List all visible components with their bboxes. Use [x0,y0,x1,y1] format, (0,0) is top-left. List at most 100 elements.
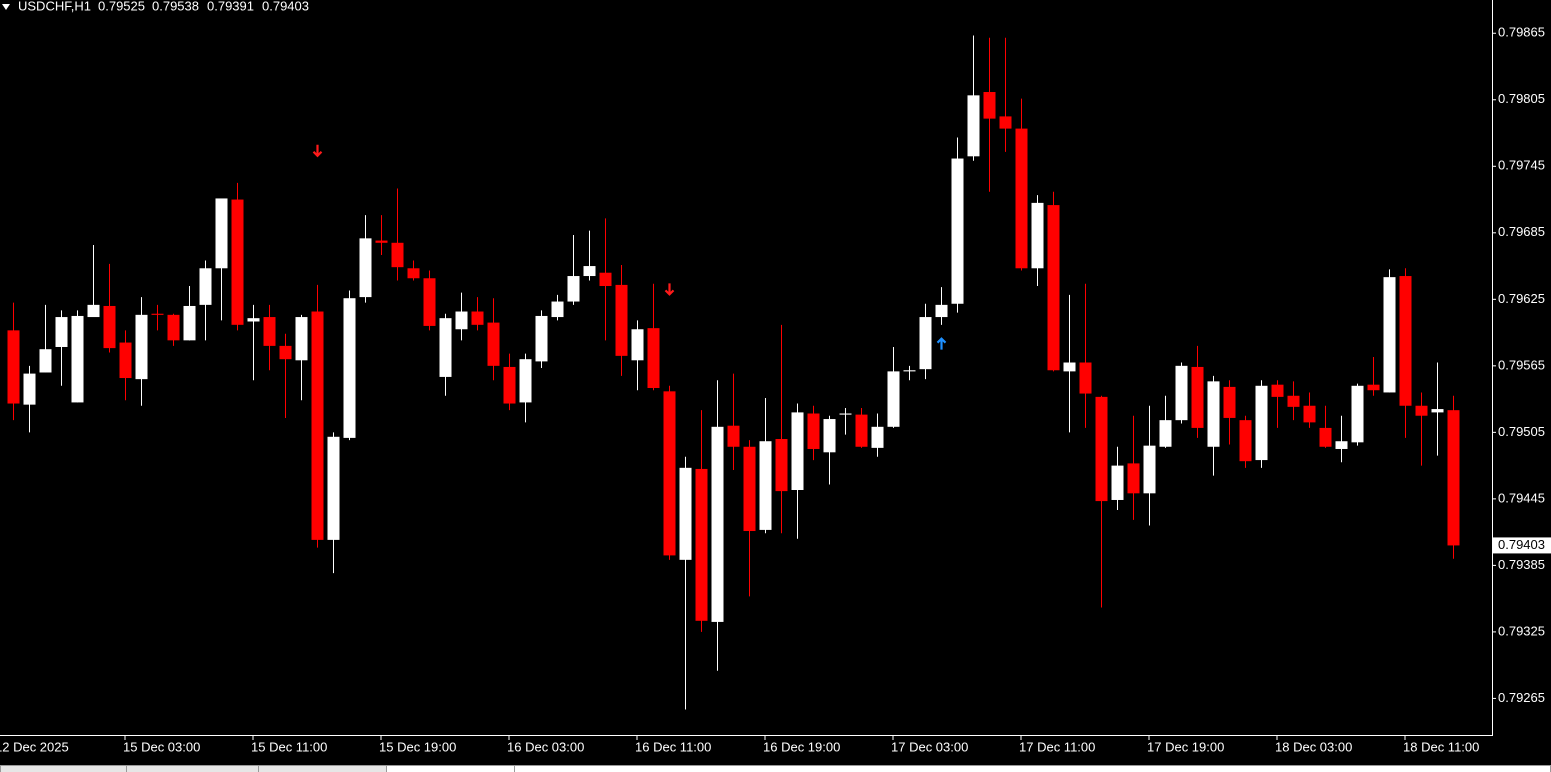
x-tick-label: 18 Dec 03:00 [1275,739,1352,754]
candle-body [391,242,404,268]
candle-body [39,349,52,373]
candle-body [1079,362,1092,394]
candle-body [935,304,948,318]
candle-body [743,446,756,532]
bottom-tabs [0,765,1551,772]
candle-body [951,158,964,304]
candle-body [855,414,868,447]
candle-body [1271,384,1284,397]
candle-body [7,330,20,404]
candle-body [1255,385,1268,461]
candle-body [1415,405,1428,416]
candle-body [1431,409,1444,413]
candle-body [1319,427,1332,447]
y-tick-label: 0.79565 [1498,357,1545,372]
x-tick-label: 12 Dec 2025 [0,739,69,754]
candle-body [775,439,788,492]
y-tick-label: 0.79505 [1498,424,1545,439]
ohlc-open: 0.79525 [98,0,145,13]
candle-body [247,318,260,322]
x-tick-label: 17 Dec 03:00 [891,739,968,754]
candle-body [1031,202,1044,269]
y-tick-label: 0.79325 [1498,623,1545,638]
candle-body [823,419,836,453]
candle-body [1127,463,1140,494]
y-tick-label: 0.79385 [1498,557,1545,572]
candle-body [1335,441,1348,449]
candle-body [295,317,308,361]
menu-triangle[interactable] [2,4,10,10]
candle-body [407,268,420,279]
candle-body [519,359,532,403]
candle-body [1175,365,1188,421]
candle-body [679,467,692,560]
candle-body [1143,445,1156,494]
candle-body [551,301,564,318]
candle-body [567,276,580,302]
candle-body [535,315,548,362]
candle-body [695,468,708,621]
x-tick-label: 17 Dec 19:00 [1147,739,1224,754]
tab[interactable] [258,765,387,772]
candle-body [1383,277,1396,393]
candle-body [999,116,1012,129]
candle-body [279,345,292,360]
last-price-box [1493,537,1551,554]
candle-body [887,371,900,427]
candle-body [967,95,980,157]
y-tick-label: 0.79265 [1498,690,1545,705]
candle-body [647,328,660,389]
y-tick-label: 0.79625 [1498,291,1545,306]
candle-body [215,198,228,269]
last-price-label: 0.79403 [1498,537,1545,552]
candle-body [759,441,772,530]
candle-body [1111,465,1124,500]
candle-body [55,317,68,347]
tab[interactable] [0,765,127,772]
candle-body [439,318,452,377]
x-tick-label: 15 Dec 19:00 [379,739,456,754]
candle-body [375,240,388,243]
x-tick-label: 16 Dec 19:00 [763,739,840,754]
y-tick-label: 0.79865 [1498,25,1545,40]
y-tick-label: 0.79745 [1498,158,1545,173]
signal-arrow [312,144,323,158]
candle-body [871,426,884,448]
candle-body [1159,420,1172,447]
candle-body [359,238,372,298]
candle-body [711,426,724,622]
candle-body [903,370,916,372]
candle-body [1447,410,1460,546]
tab-active[interactable] [386,765,515,772]
candle-body [839,413,852,415]
plot-area [7,35,1460,710]
candle-body [1223,386,1236,418]
signal-arrow [936,337,947,350]
candle-body [503,366,516,404]
ohlc-high: 0.79538 [152,0,199,13]
candle-body [151,313,164,315]
candle-body [487,322,500,366]
x-tick-label: 18 Dec 11:00 [1403,739,1479,754]
x-tick-label: 16 Dec 03:00 [507,739,584,754]
candle-body [23,373,36,405]
x-tick-label: 16 Dec 11:00 [635,739,711,754]
tab[interactable] [126,765,259,772]
candle-body [1399,276,1412,406]
candle-body [583,266,596,277]
candle-body [343,298,356,438]
candle-body [1351,385,1364,443]
candle-body [119,342,132,379]
candle-body [1367,384,1380,391]
candle-body [1015,128,1028,269]
candle-body [423,278,436,326]
candle-body [727,425,740,447]
y-tick-label: 0.79805 [1498,91,1545,106]
candle-body [1287,395,1300,407]
candle-body [327,436,340,540]
candle-body [471,311,484,325]
candle-body [791,412,804,490]
